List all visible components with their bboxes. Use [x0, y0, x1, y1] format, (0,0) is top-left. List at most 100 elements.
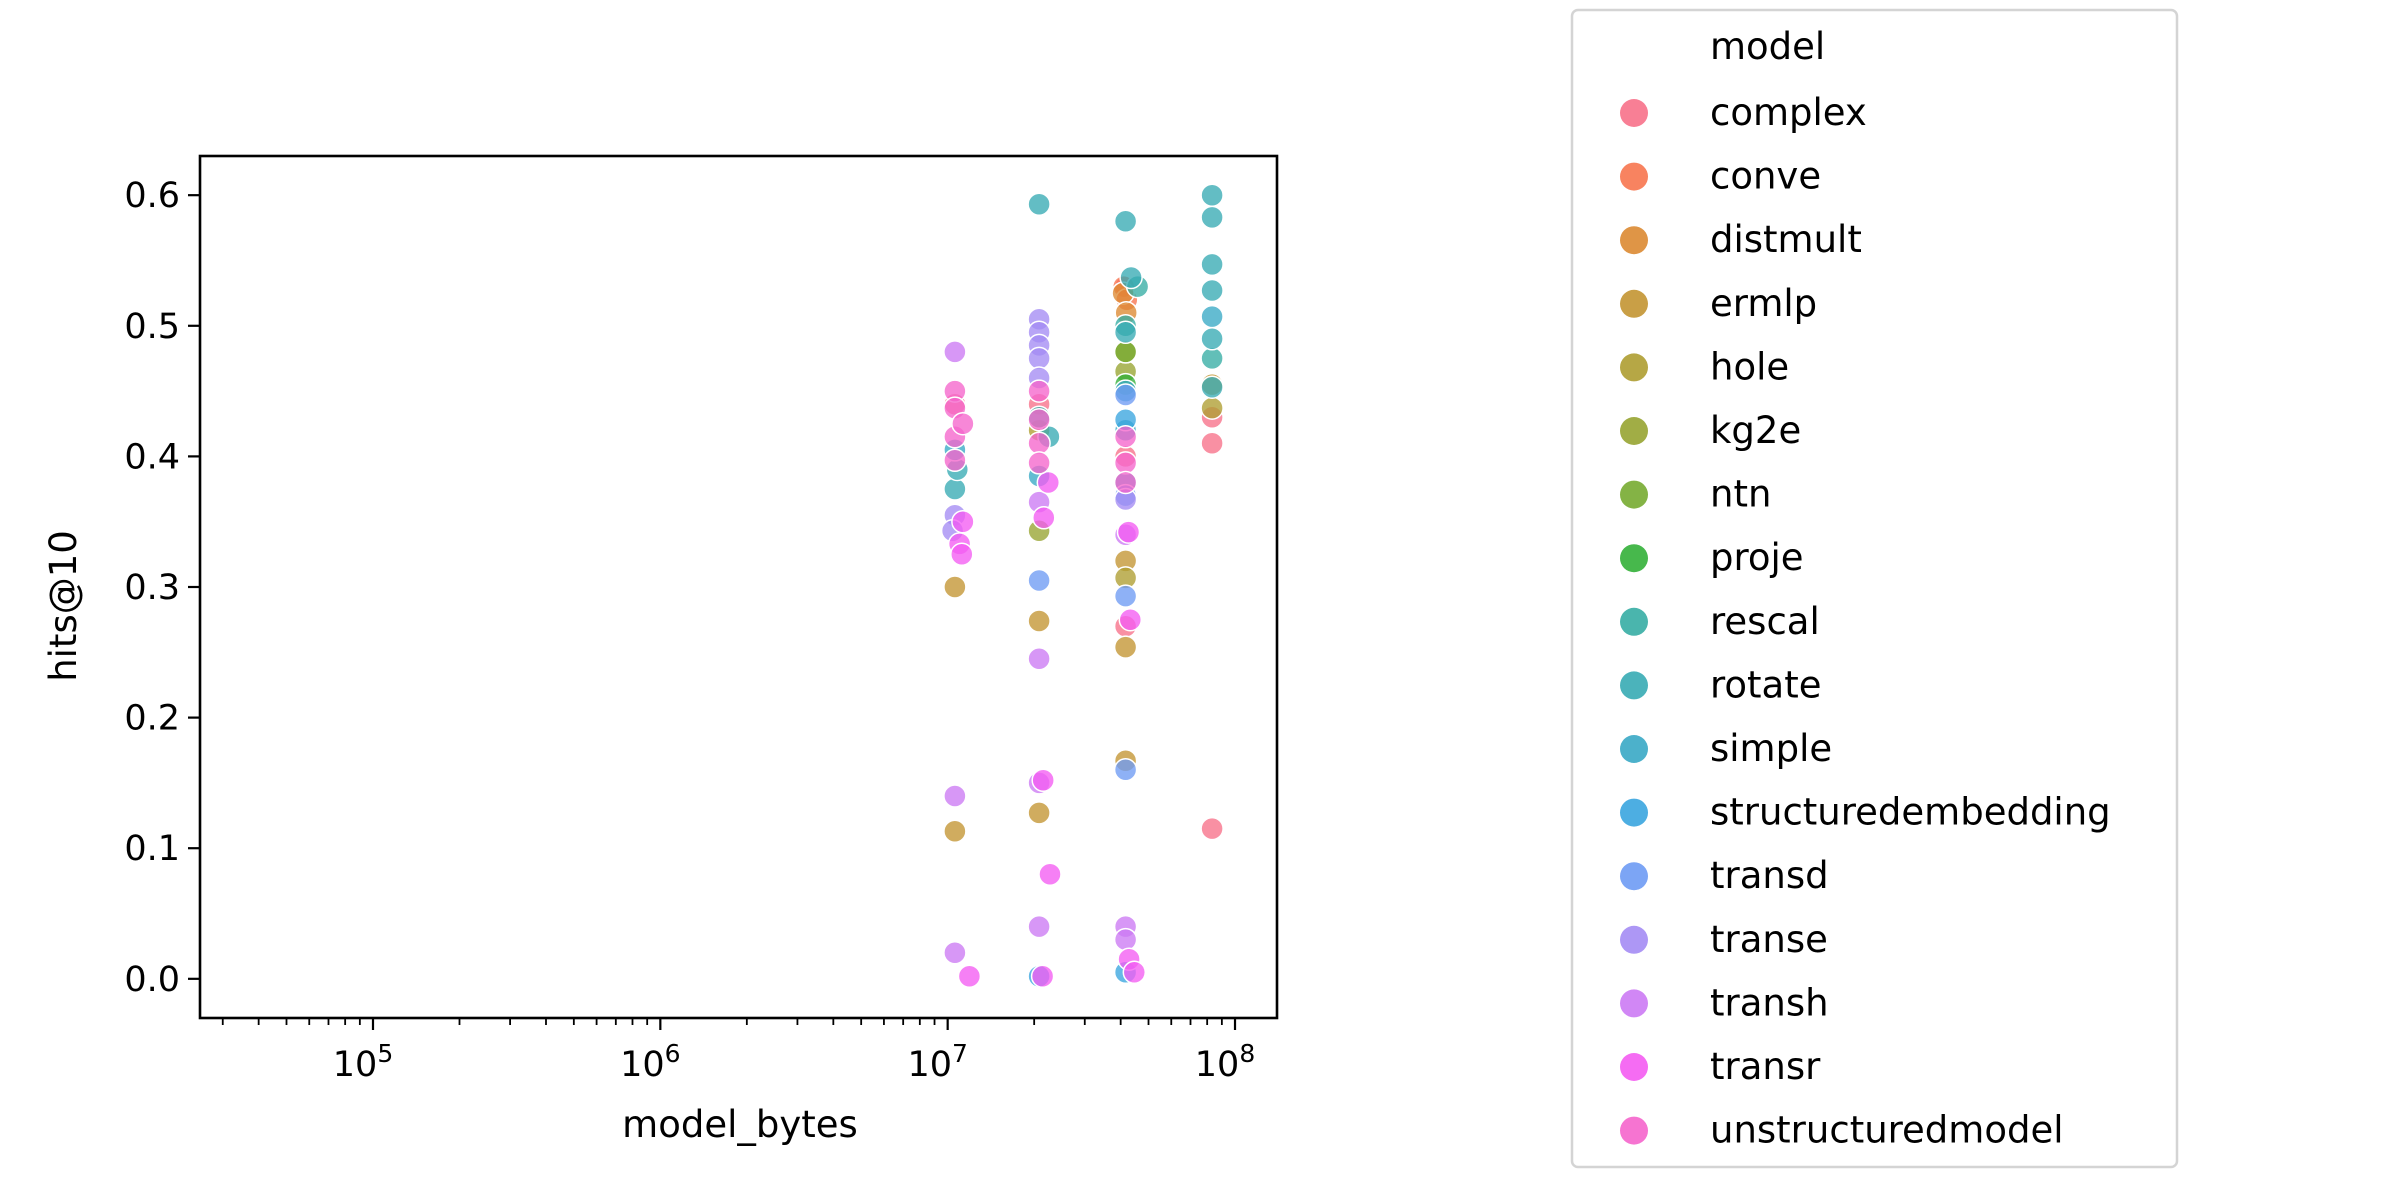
data-point-rotate: [1113, 209, 1138, 234]
y-tick-label: 0.2: [124, 699, 180, 739]
data-point-transr: [1038, 862, 1062, 887]
data-point-transh: [943, 940, 967, 965]
data-point-ermlp: [1113, 635, 1138, 659]
data-point-transd: [1113, 758, 1138, 782]
legend-label-distmult: distmult: [1710, 218, 1862, 261]
data-point-transh: [943, 784, 967, 808]
legend-marker-structuredembedding: [1620, 798, 1648, 827]
y-tick-label: 0.6: [124, 176, 180, 216]
legend-label-transd: transd: [1710, 854, 1829, 897]
y-tick-label: 0.5: [124, 307, 180, 347]
data-point-ermlp: [1027, 801, 1051, 825]
data-point-transr: [1116, 520, 1141, 544]
data-point-complex: [1200, 431, 1224, 456]
legend-label-unstructuredmodel: unstructuredmodel: [1710, 1109, 2064, 1152]
legend-marker-kg2e: [1620, 417, 1648, 445]
data-point-rotate: [1119, 265, 1143, 290]
data-point-transh: [1113, 927, 1138, 952]
data-point-rotate: [1200, 375, 1224, 399]
legend-label-transh: transh: [1710, 981, 1829, 1024]
data-point-transr: [1122, 960, 1147, 985]
data-point-transr: [1031, 768, 1055, 793]
data-point-rotate: [1200, 278, 1224, 303]
y-axis: 0.0 0.1 0.2 0.3 0.4 0.5 0.6: [124, 176, 200, 1000]
data-point-transh: [1027, 647, 1051, 671]
legend-label-rotate: rotate: [1710, 663, 1822, 706]
legend-marker-unstructuredmodel: [1620, 1116, 1648, 1145]
data-point-ntn: [1113, 340, 1138, 364]
legend-label-proje: proje: [1710, 536, 1804, 579]
data-point-rotate: [943, 477, 967, 501]
y-axis-label: hits@10: [42, 530, 85, 682]
data-point-transr: [1036, 470, 1061, 495]
data-point-unstructuredmodel: [1113, 451, 1138, 475]
legend-marker-proje: [1620, 544, 1648, 573]
data-point-transh: [943, 340, 967, 364]
legend-label-transr: transr: [1710, 1045, 1821, 1088]
legend-marker-rescal: [1620, 607, 1648, 636]
x-tick-label: 107: [907, 1039, 967, 1085]
data-point-transr: [1032, 506, 1056, 530]
legend-label-ntn: ntn: [1710, 473, 1771, 516]
plot-area: [198, 154, 1279, 1020]
legend-marker-transr: [1620, 1053, 1648, 1081]
data-point-transd: [1027, 568, 1051, 593]
data-point-transe: [1027, 346, 1051, 371]
data-point-transr: [950, 542, 974, 567]
data-point-rescal: [1200, 346, 1224, 371]
data-point-transr: [957, 964, 982, 988]
data-point-hole: [1200, 396, 1224, 420]
data-point-ermlp: [1027, 609, 1051, 633]
legend-marker-distmult: [1620, 226, 1648, 255]
data-point-transd: [1113, 584, 1138, 608]
data-point-unstructuredmodel: [1027, 408, 1051, 432]
legend-label-simple: simple: [1710, 727, 1832, 770]
legend-box: [1570, 8, 2179, 1169]
legend-label-conve: conve: [1710, 155, 1821, 198]
data-point-ermlp: [943, 819, 967, 843]
data-point-unstructuredmodel: [1113, 470, 1138, 495]
data-point-rotate: [1200, 327, 1224, 351]
data-point-rotate: [1027, 192, 1051, 217]
y-tick-label: 0.0: [124, 960, 180, 1000]
legend-marker-transe: [1620, 925, 1648, 954]
legend-marker-conve: [1620, 162, 1648, 191]
data-point-transh: [1027, 914, 1051, 939]
legend-title: model: [1710, 25, 1825, 68]
data-point-transr: [951, 509, 975, 534]
data-point-ermlp: [943, 575, 967, 599]
legend-marker-ermlp: [1620, 289, 1648, 318]
legend-marker-rotate: [1620, 671, 1648, 700]
data-point-rotate: [1200, 252, 1224, 277]
legend-label-rescal: rescal: [1710, 600, 1820, 643]
legend-label-kg2e: kg2e: [1710, 409, 1801, 452]
data-point-unstructuredmodel: [951, 411, 975, 436]
legend: model complex conve distmult ermlp hole kg2e nt…: [1570, 8, 2179, 1169]
data-point-complex: [1200, 816, 1224, 841]
legend-marker-hole: [1620, 353, 1648, 382]
data-point-transd: [1113, 383, 1138, 407]
legend-marker-ntn: [1620, 480, 1648, 509]
legend-label-transe: transe: [1710, 918, 1828, 961]
y-tick-label: 0.3: [124, 568, 180, 608]
data-point-unstructuredmodel: [943, 448, 967, 473]
data-point-unstructuredmodel: [1113, 425, 1138, 449]
data-point-unstructuredmodel: [1027, 451, 1051, 475]
legend-label-complex: complex: [1710, 91, 1867, 134]
data-point-rotate: [1200, 183, 1224, 207]
data-point-unstructuredmodel: [1027, 431, 1051, 456]
legend-marker-complex: [1620, 99, 1648, 127]
legend-label-hole: hole: [1710, 345, 1789, 388]
data-point-rotate: [1113, 320, 1138, 345]
data-point-transr: [1118, 607, 1143, 632]
data-point-rotate: [1200, 205, 1224, 230]
data-point-transr: [1030, 964, 1055, 988]
legend-label-ermlp: ermlp: [1710, 282, 1817, 325]
data-point-unstructuredmodel: [1027, 379, 1051, 403]
data-point-simple: [1200, 304, 1224, 329]
y-tick-label: 0.4: [124, 437, 180, 477]
legend-marker-simple: [1620, 735, 1648, 763]
x-tick-label: 108: [1195, 1039, 1255, 1085]
legend-marker-transd: [1620, 862, 1648, 891]
